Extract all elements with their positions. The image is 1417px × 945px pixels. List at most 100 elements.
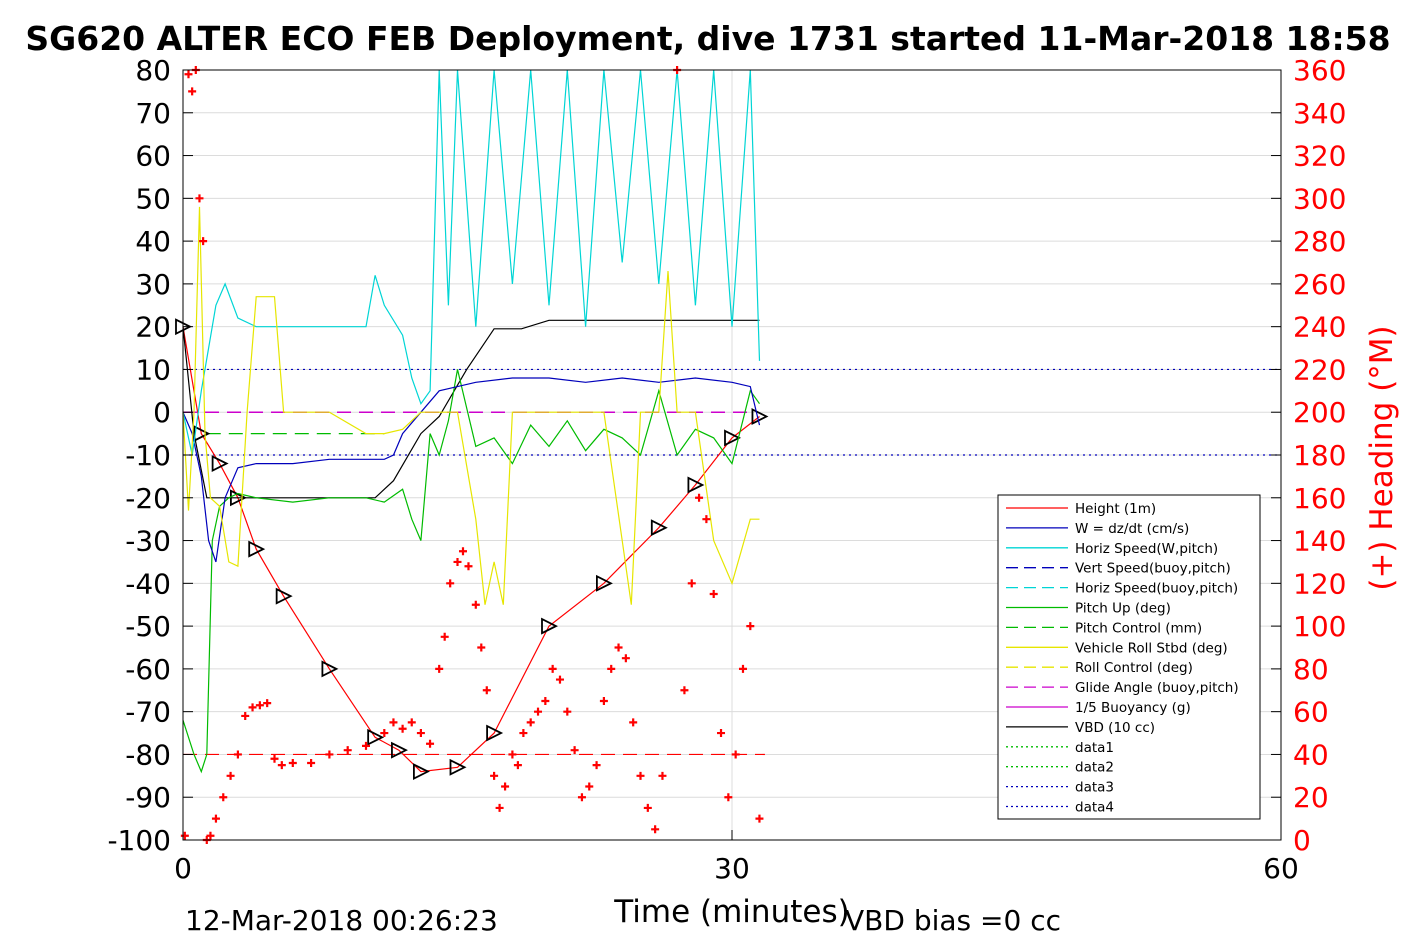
height-marker — [391, 741, 408, 759]
right-tick-label: 40 — [1293, 738, 1329, 771]
heading-point — [541, 696, 550, 705]
heading-point — [184, 70, 193, 79]
heading-point — [226, 771, 235, 780]
legend-label: Height (1m) — [1075, 501, 1156, 517]
legend-label: Glide Angle (buoy,pitch) — [1075, 680, 1239, 696]
heading-point — [482, 686, 491, 695]
left-axis: 80 70 60 50 40 30 20 10 0 -10 -20 -30 -40 -50 -60 -70 -8… — [107, 54, 193, 857]
right-tick-label: 300 — [1293, 182, 1346, 215]
heading-point — [398, 724, 407, 733]
heading-point — [621, 654, 630, 663]
right-tick-label: 220 — [1293, 353, 1346, 386]
right-tick-label: 80 — [1293, 653, 1329, 686]
legend-label: data3 — [1075, 780, 1114, 796]
series-horiz-speed-w-pitch — [182, 69, 761, 456]
footer-timestamp: 12-Mar-2018 00:26:23 — [185, 904, 498, 937]
left-tick-label: 30 — [135, 268, 171, 301]
heading-point — [724, 793, 733, 802]
x-tick-label: 30 — [714, 852, 750, 885]
right-tick-label: 140 — [1293, 525, 1346, 558]
heading-point — [526, 718, 535, 727]
legend-label: Vehicle Roll Stbd (deg) — [1075, 640, 1228, 656]
height-marker — [486, 724, 504, 742]
heading-point — [440, 632, 449, 641]
right-tick-label: 60 — [1293, 696, 1329, 729]
left-tick-label: 80 — [135, 54, 171, 87]
heading-point — [362, 741, 370, 750]
heading-point — [471, 600, 480, 609]
heading-point — [255, 701, 264, 710]
x-axis: 0 30 60 — [174, 830, 1299, 885]
heading-point — [343, 746, 352, 755]
heading-point — [180, 831, 189, 840]
heading-point — [288, 759, 297, 767]
left-tick-label: 50 — [135, 182, 171, 215]
left-tick-label: -80 — [125, 738, 171, 771]
heading-point — [199, 237, 208, 246]
right-tick-label: 20 — [1293, 781, 1329, 814]
heading-point — [513, 761, 522, 770]
legend-label: Horiz Speed(W,pitch) — [1075, 541, 1218, 557]
heading-point — [211, 814, 220, 823]
left-tick-label: 40 — [135, 225, 171, 258]
left-tick-label: -90 — [125, 781, 171, 814]
heading-point — [477, 643, 486, 652]
heading-point — [519, 729, 528, 738]
left-tick-label: 0 — [153, 396, 171, 429]
left-tick-label: -100 — [107, 824, 171, 857]
heading-point — [614, 643, 623, 652]
x-axis-label: Time (minutes) — [613, 894, 849, 930]
heading-point — [407, 718, 416, 727]
right-tick-label: 240 — [1293, 311, 1346, 344]
heading-point — [188, 87, 197, 96]
series-vehicle-roll-stbd-deg — [182, 206, 760, 605]
heading-point — [651, 825, 660, 834]
left-tick-label: -20 — [125, 482, 171, 515]
footer-vbd-bias: VBD bias =0 cc — [845, 904, 1061, 937]
left-tick-label: 60 — [135, 140, 171, 173]
height-marker — [275, 587, 293, 605]
left-tick-label: 70 — [135, 97, 171, 130]
height-marker — [687, 476, 705, 494]
height-marker — [650, 519, 668, 537]
legend-label: data2 — [1075, 760, 1114, 776]
heading-point — [709, 590, 718, 599]
legend-label: W = dz/dt (cm/s) — [1075, 521, 1189, 537]
right-tick-label: 280 — [1293, 225, 1346, 258]
heading-point — [458, 547, 467, 556]
right-tick-label: 160 — [1293, 482, 1346, 515]
heading-point — [307, 759, 316, 767]
legend-label: Roll Control (deg) — [1075, 660, 1193, 676]
right-axis-label: (+) Heading (°M) — [1364, 325, 1400, 590]
heading-point — [755, 814, 764, 823]
right-tick-label: 100 — [1293, 610, 1346, 643]
heading-point — [195, 194, 204, 203]
series-pitch-up-deg — [182, 369, 760, 774]
height-marker — [596, 574, 613, 592]
height-marker — [724, 429, 742, 447]
heading-point — [270, 754, 279, 763]
heading-point — [380, 729, 389, 738]
heading-point — [534, 707, 543, 716]
legend-label: Vert Speed(buoy,pitch) — [1075, 561, 1231, 577]
legend-label: data4 — [1075, 800, 1114, 816]
left-tick-label: -60 — [125, 653, 171, 686]
heading-point — [389, 718, 398, 727]
heading-point — [731, 750, 740, 759]
right-tick-label: 360 — [1293, 54, 1346, 87]
heading-point — [563, 707, 572, 716]
right-tick-label: 340 — [1293, 97, 1346, 130]
heading-point — [435, 664, 444, 673]
left-tick-label: 20 — [135, 311, 171, 344]
heading-point — [464, 562, 473, 571]
heading-point — [248, 703, 257, 712]
right-tick-label: 180 — [1293, 439, 1346, 472]
right-tick-label: 0 — [1293, 824, 1311, 857]
heading-point — [717, 729, 726, 738]
chart-title: SG620 ALTER ECO FEB Deployment, dive 173… — [25, 19, 1390, 58]
left-tick-label: -50 — [125, 610, 171, 643]
heading-point — [508, 750, 517, 759]
heading-point — [233, 750, 242, 759]
heading-point — [495, 803, 504, 812]
